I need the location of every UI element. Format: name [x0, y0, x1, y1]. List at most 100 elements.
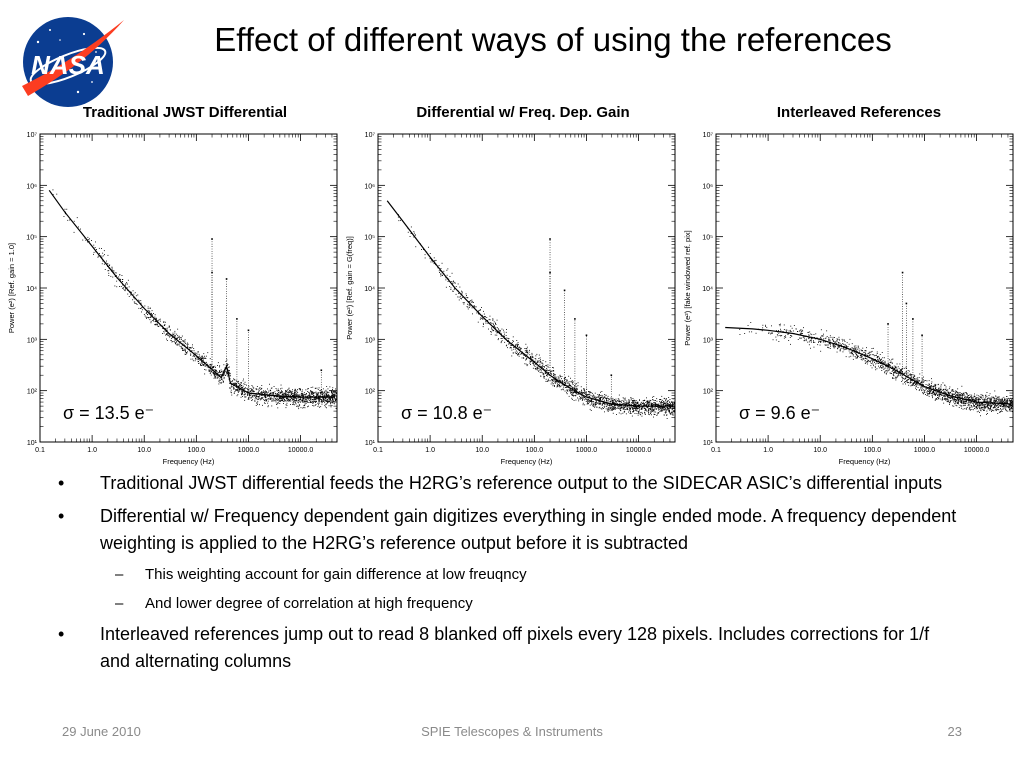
spectrum-point [1011, 403, 1013, 405]
spectrum-point [249, 390, 251, 392]
spectrum-point [592, 396, 594, 398]
spectrum-point [449, 286, 451, 287]
spectrum-point [244, 396, 246, 398]
spectrum-point [613, 402, 614, 404]
spectrum-point [878, 357, 880, 359]
spectrum-point [219, 376, 221, 377]
spectrum-point [579, 391, 581, 393]
spectrum-point [273, 395, 275, 397]
spectrum-point [297, 395, 299, 397]
spectrum-point [239, 384, 241, 386]
spike-peak-point [211, 238, 213, 240]
spectrum-point [221, 381, 223, 383]
spectrum-point [599, 395, 601, 396]
spectrum-point [316, 397, 317, 398]
spectrum-point [864, 352, 866, 353]
spectrum-point [969, 394, 971, 396]
spectrum-point [554, 381, 556, 382]
spectrum-point [251, 393, 253, 395]
spectrum-point [587, 394, 589, 395]
spectrum-point [205, 365, 207, 367]
spectrum-point [599, 406, 601, 408]
spectrum-point [632, 398, 634, 399]
spectrum-point [842, 346, 844, 348]
spectrum-point [328, 396, 330, 398]
spectrum-point [946, 390, 948, 392]
spectrum-point [482, 318, 484, 320]
spectrum-point [544, 369, 545, 371]
spectrum-point [632, 411, 634, 413]
spectrum-point [612, 400, 614, 402]
spectrum-point [553, 376, 555, 378]
spectrum-point [236, 395, 238, 397]
spectrum-point [636, 406, 637, 408]
spectrum-point [243, 388, 245, 389]
spectrum-point [271, 394, 273, 396]
spectrum-point [600, 400, 602, 402]
spectrum-point [289, 394, 291, 396]
spectrum-point [641, 411, 643, 413]
spectrum-point [538, 358, 540, 359]
spectrum-point [449, 276, 451, 277]
spectrum-point [837, 346, 839, 347]
spectrum-point [259, 399, 261, 401]
spectrum-point [156, 320, 157, 322]
spectrum-point [610, 408, 612, 410]
spectrum-point [483, 324, 484, 325]
spectrum-point [990, 399, 992, 401]
spectrum-point [263, 400, 265, 401]
spectrum-point [544, 376, 546, 377]
spectrum-point [421, 249, 422, 250]
spectrum-point [782, 331, 784, 333]
spectrum-point [612, 406, 614, 408]
spectrum-point [316, 398, 318, 400]
spectrum-point [561, 384, 563, 386]
spectrum-point [665, 411, 667, 413]
spectrum-point [200, 356, 202, 358]
spectrum-point [247, 395, 249, 396]
spectrum-point [653, 416, 654, 418]
spectrum-point [915, 385, 917, 387]
spectrum-point [517, 345, 519, 347]
spectrum-point [999, 399, 1001, 401]
spectrum-point [271, 400, 273, 402]
spectrum-point [238, 391, 240, 392]
spectrum-point [315, 387, 317, 389]
spectrum-point [542, 368, 544, 370]
spectrum-point [301, 394, 303, 396]
spectrum-point [998, 400, 1000, 402]
spectrum-point [880, 365, 882, 366]
spectrum-point [249, 393, 251, 395]
spectrum-point [276, 404, 277, 405]
spectrum-point [216, 376, 218, 378]
spectrum-point [303, 394, 305, 396]
spectrum-point [317, 396, 319, 398]
spectrum-point [661, 410, 663, 412]
spectrum-point [286, 404, 288, 406]
spectrum-point [666, 414, 668, 416]
spectrum-point [163, 332, 165, 334]
spectrum-point [990, 401, 991, 402]
spectrum-point [586, 396, 588, 398]
spectrum-point [193, 354, 194, 356]
spectrum-point [307, 397, 308, 399]
spectrum-point [471, 299, 473, 301]
spectrum-point [630, 410, 631, 412]
spectrum-point [960, 394, 962, 396]
spectrum-point [599, 400, 601, 402]
spectrum-point [632, 408, 634, 409]
spectrum-point [572, 395, 574, 397]
spectrum-point [319, 406, 320, 408]
spectrum-point [332, 398, 333, 400]
spectrum-point [200, 363, 201, 365]
x-tick-label: 0.1 [373, 447, 383, 454]
spectrum-point [327, 391, 329, 393]
spectrum-point [494, 334, 496, 336]
spectrum-point [565, 387, 566, 388]
spectrum-point [637, 411, 639, 412]
spectrum-point [202, 358, 203, 359]
spectrum-point [201, 365, 203, 366]
spectrum-point [433, 263, 435, 265]
spectrum-point [483, 316, 485, 317]
spectrum-point [558, 385, 560, 387]
